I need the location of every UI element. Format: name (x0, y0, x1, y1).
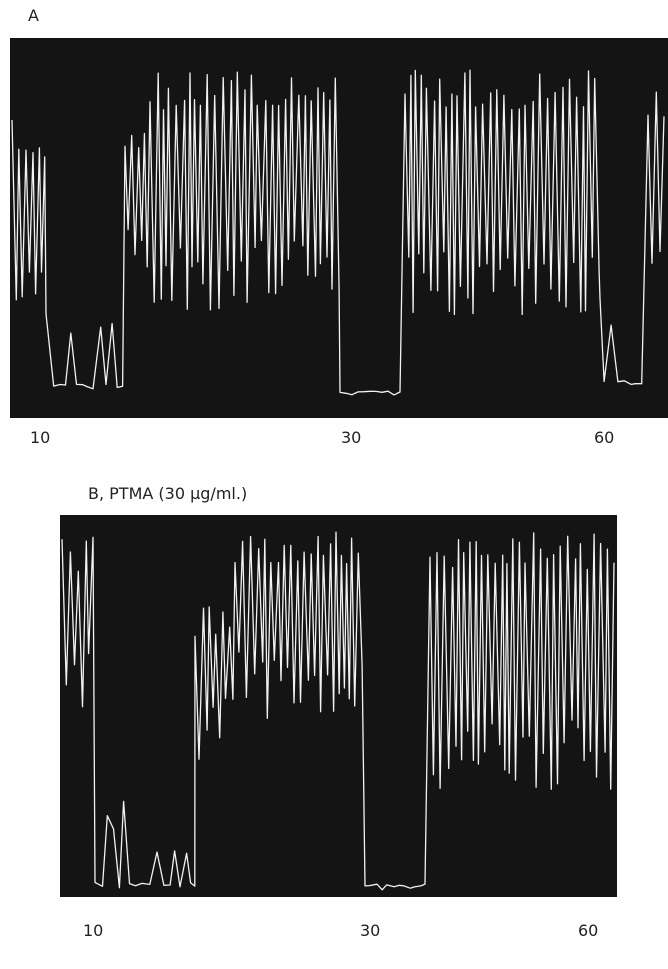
panel-label: A (28, 6, 39, 25)
figure: A 10 30 60 B, PTMA (30 µg/ml.) 10 30 60 (0, 0, 668, 969)
page: A 10 30 60 B, PTMA (30 µg/ml.) 10 30 60 (0, 0, 668, 969)
marker-label: 60 (594, 428, 614, 447)
marker-label: 60 (578, 921, 598, 940)
marker-label: 10 (83, 921, 103, 940)
panel-label: B, PTMA (30 µg/ml.) (88, 484, 247, 503)
marker-label: 30 (341, 428, 361, 447)
marker-label: 10 (30, 428, 50, 447)
marker-label: 30 (360, 921, 380, 940)
